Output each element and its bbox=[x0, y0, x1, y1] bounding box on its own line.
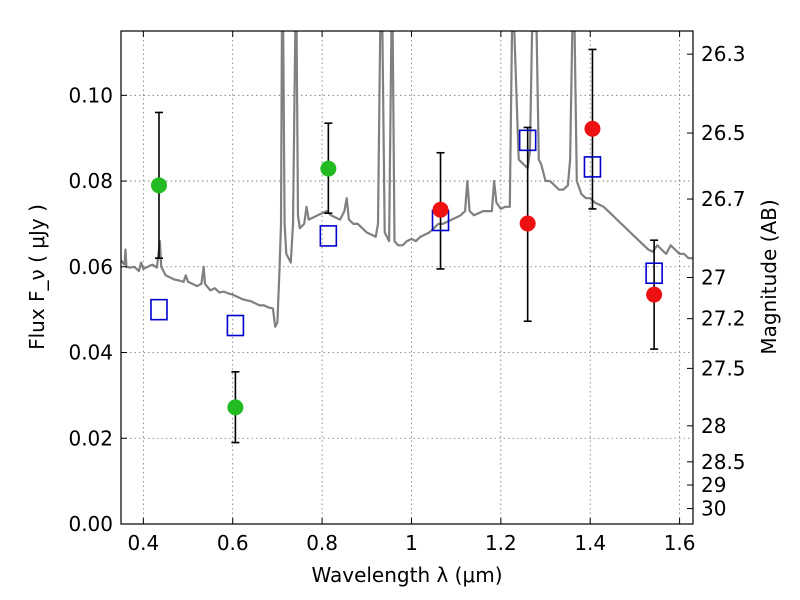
photometry-point bbox=[519, 215, 536, 232]
right-tick-label: 26.7 bbox=[701, 187, 746, 211]
y-tick-label: 0.10 bbox=[68, 83, 113, 107]
spectrum-line bbox=[121, 31, 693, 328]
x-tick-label: 1.6 bbox=[664, 531, 696, 555]
y-axis-label: Flux F_ν ( μJy ) bbox=[25, 204, 49, 350]
photometry-point bbox=[227, 399, 244, 416]
right-tick-label: 29 bbox=[701, 473, 726, 497]
x-tick-label: 0.8 bbox=[306, 531, 338, 555]
right-tick-label: 30 bbox=[701, 497, 726, 521]
y-tick-label: 0.06 bbox=[68, 255, 113, 279]
x-tick-label: 1.4 bbox=[574, 531, 606, 555]
model-square-marker bbox=[150, 298, 168, 321]
y-tick-label: 0.08 bbox=[68, 169, 113, 193]
x-tick-label: 1.2 bbox=[485, 531, 517, 555]
model-square-marker bbox=[226, 314, 245, 337]
model-square-marker bbox=[583, 156, 602, 178]
right-tick-label: 27.2 bbox=[701, 307, 746, 331]
right-tick-label: 27.5 bbox=[701, 356, 746, 380]
y-tick-label: 0.00 bbox=[68, 512, 113, 536]
grid-lines bbox=[121, 31, 693, 525]
x-tick-label: 1 bbox=[405, 531, 418, 555]
model-spectrum bbox=[121, 31, 693, 328]
right-axis-label: Magnitude (AB) bbox=[757, 199, 781, 354]
right-tick-label: 27 bbox=[701, 266, 726, 290]
y-tick-label: 0.04 bbox=[68, 341, 113, 365]
model-square-marker bbox=[518, 129, 537, 152]
right-tick-label: 28.5 bbox=[701, 450, 746, 474]
photometry-point bbox=[646, 286, 663, 303]
photometry-point bbox=[150, 177, 167, 194]
error-bars bbox=[154, 48, 659, 444]
x-tick-label: 0.6 bbox=[217, 531, 249, 555]
photometry-point bbox=[320, 160, 337, 177]
plot-frame bbox=[120, 30, 694, 525]
right-tick-label: 26.5 bbox=[701, 121, 746, 145]
model-square-marker bbox=[319, 225, 338, 247]
right-tick-label: 28 bbox=[701, 414, 726, 438]
x-tick-label: 0.4 bbox=[127, 531, 159, 555]
axis-ticks: 0.4 0.6 0.8 1 1.2 1.4 1.6 0.00 0.02 0.04 0.06 0.08 0… bbox=[68, 31, 746, 555]
x-axis-label: Wavelength λ (μm) bbox=[311, 563, 502, 587]
photometry-point bbox=[432, 201, 449, 218]
y-tick-label: 0.02 bbox=[68, 426, 113, 450]
right-tick-label: 26.3 bbox=[701, 42, 746, 66]
photometry-point bbox=[584, 120, 601, 137]
model-square-marker bbox=[645, 262, 663, 285]
data-markers bbox=[150, 120, 663, 416]
